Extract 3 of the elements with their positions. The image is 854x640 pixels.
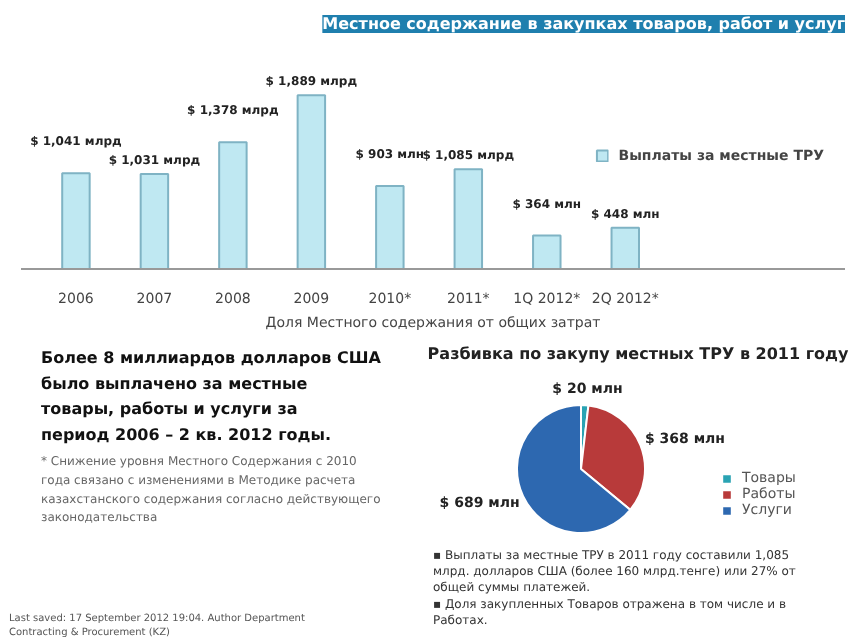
chart-title: Местное содержание в закупках товаров, работ и услуг (322, 15, 845, 33)
text: Более 8 миллиардов долларов США было выплачено за местные товары, работы и услуги за период 2006 – 2 кв. 2012 годы. (41, 349, 383, 444)
chart-title: Разбивка по закупу местных ТРУ в 2011 году (427, 345, 850, 363)
